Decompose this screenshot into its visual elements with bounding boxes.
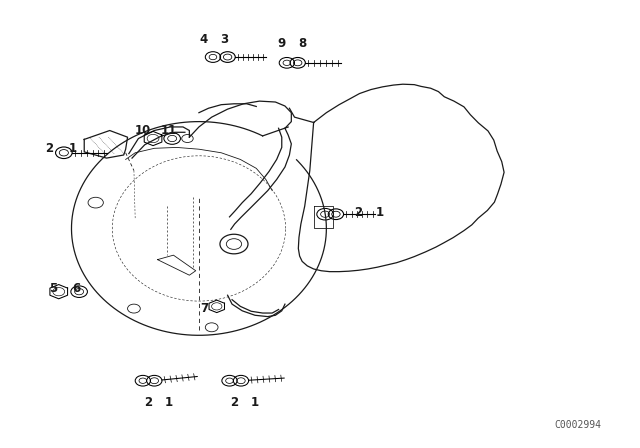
Text: 8: 8 — [298, 37, 307, 50]
Text: 2: 2 — [45, 142, 53, 155]
Text: 1: 1 — [68, 142, 77, 155]
Text: 6: 6 — [72, 282, 81, 295]
Text: 1: 1 — [164, 396, 172, 409]
Text: 3: 3 — [220, 33, 228, 46]
Text: 2: 2 — [230, 396, 238, 409]
Text: 11: 11 — [160, 124, 177, 137]
Text: 7: 7 — [200, 302, 208, 315]
Text: 9: 9 — [278, 37, 286, 50]
Text: 5: 5 — [49, 282, 58, 295]
Text: 10: 10 — [135, 124, 151, 137]
Text: C0002994: C0002994 — [555, 420, 602, 430]
Text: 1: 1 — [251, 396, 259, 409]
Text: 2: 2 — [354, 207, 362, 220]
Text: 4: 4 — [200, 33, 208, 46]
Text: 1: 1 — [375, 207, 383, 220]
Text: 2: 2 — [144, 396, 152, 409]
